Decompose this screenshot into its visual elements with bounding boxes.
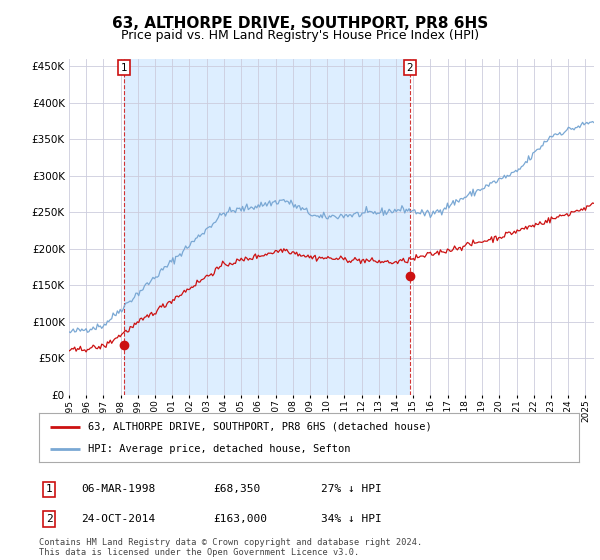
Text: 27% ↓ HPI: 27% ↓ HPI (321, 484, 382, 494)
Text: 2: 2 (407, 63, 413, 73)
Text: 63, ALTHORPE DRIVE, SOUTHPORT, PR8 6HS: 63, ALTHORPE DRIVE, SOUTHPORT, PR8 6HS (112, 16, 488, 31)
Text: 06-MAR-1998: 06-MAR-1998 (81, 484, 155, 494)
Text: Contains HM Land Registry data © Crown copyright and database right 2024.
This d: Contains HM Land Registry data © Crown c… (39, 538, 422, 557)
Text: HPI: Average price, detached house, Sefton: HPI: Average price, detached house, Seft… (88, 444, 350, 454)
Text: 1: 1 (46, 484, 53, 494)
Text: £68,350: £68,350 (213, 484, 260, 494)
Text: 63, ALTHORPE DRIVE, SOUTHPORT, PR8 6HS (detached house): 63, ALTHORPE DRIVE, SOUTHPORT, PR8 6HS (… (88, 422, 431, 432)
Text: Price paid vs. HM Land Registry's House Price Index (HPI): Price paid vs. HM Land Registry's House … (121, 29, 479, 42)
Text: 2: 2 (46, 514, 53, 524)
Text: 34% ↓ HPI: 34% ↓ HPI (321, 514, 382, 524)
Text: £163,000: £163,000 (213, 514, 267, 524)
Text: 24-OCT-2014: 24-OCT-2014 (81, 514, 155, 524)
Text: 1: 1 (121, 63, 127, 73)
Bar (124, 59, 410, 395)
